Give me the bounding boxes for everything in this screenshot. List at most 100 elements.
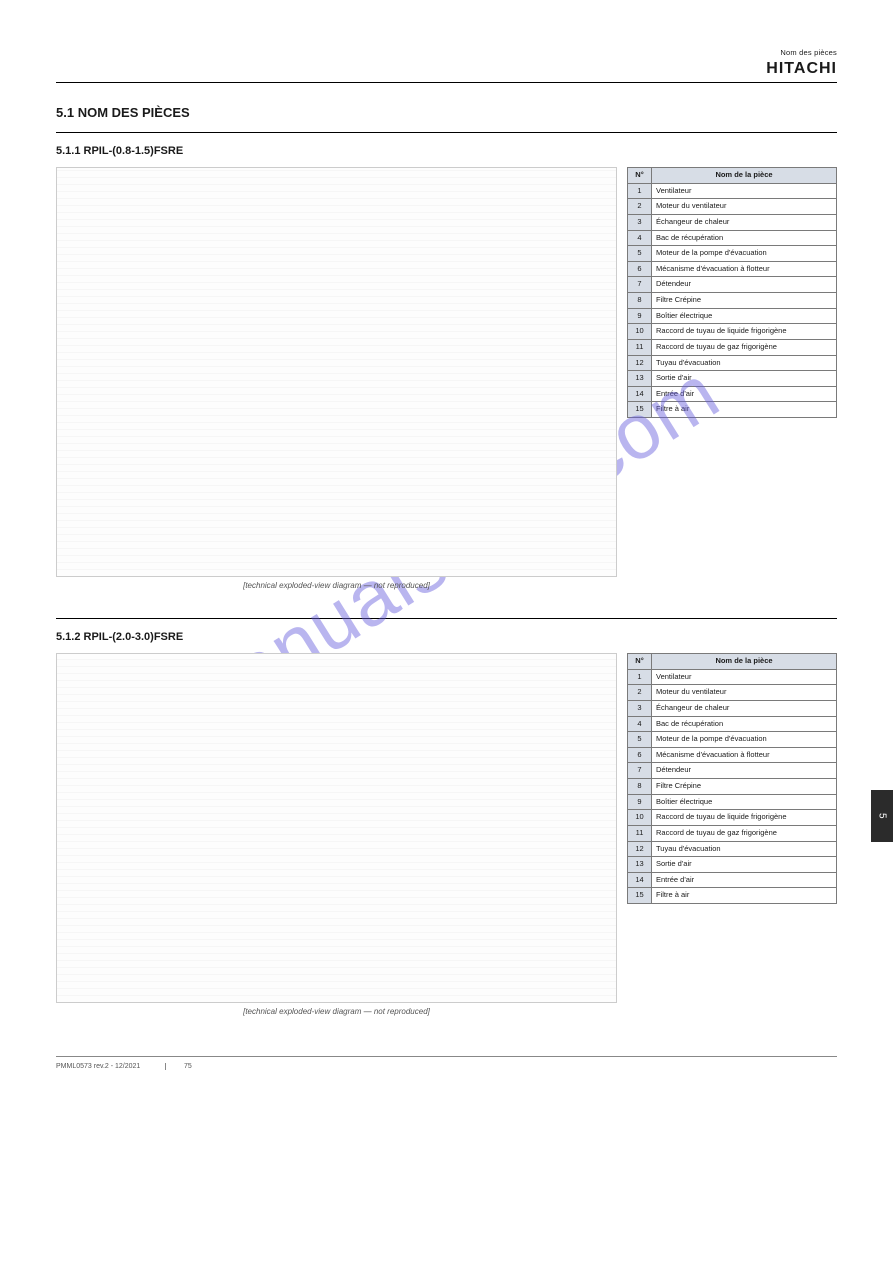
part-name-cell: Détendeur <box>652 763 837 779</box>
table-row: 1Ventilateur <box>628 183 837 199</box>
parts-tbody-1: 1Ventilateur2Moteur du ventilateur3Échan… <box>628 183 837 417</box>
part-name-cell: Filtre Crépine <box>652 779 837 795</box>
brand-logo: HITACHI <box>56 60 837 83</box>
part-name-cell: Raccord de tuyau de liquide frigorigène <box>652 810 837 826</box>
part-name-cell: Sortie d'air <box>652 857 837 873</box>
table-row: 14Entrée d'air <box>628 872 837 888</box>
part-name-cell: Filtre Crépine <box>652 293 837 309</box>
subsection-2-text: RPIL-(2.0-3.0)FSRE <box>84 631 184 643</box>
part-name-cell: Moteur du ventilateur <box>652 685 837 701</box>
part-name-cell: Raccord de tuyau de gaz frigorigène <box>652 825 837 841</box>
part-number-cell: 3 <box>628 700 652 716</box>
section-number: 5.1 <box>56 105 74 120</box>
subsection-1-title: 5.1.1 RPIL-(0.8-1.5)FSRE <box>56 145 837 157</box>
table-row: 5Moteur de la pompe d'évacuation <box>628 732 837 748</box>
table-row: 5Moteur de la pompe d'évacuation <box>628 246 837 262</box>
part-name-cell: Entrée d'air <box>652 386 837 402</box>
part-name-cell: Ventilateur <box>652 183 837 199</box>
part-name-cell: Mécanisme d'évacuation à flotteur <box>652 747 837 763</box>
part-name-cell: Filtre à air <box>652 888 837 904</box>
parts-th-name: Nom de la pièce <box>652 168 837 184</box>
table-row: 3Échangeur de chaleur <box>628 214 837 230</box>
table-row: 10Raccord de tuyau de liquide frigorigèn… <box>628 324 837 340</box>
table-row: 13Sortie d'air <box>628 857 837 873</box>
part-number-cell: 15 <box>628 402 652 418</box>
part-name-cell: Raccord de tuyau de liquide frigorigène <box>652 324 837 340</box>
part-name-cell: Boîtier électrique <box>652 308 837 324</box>
part-number-cell: 6 <box>628 747 652 763</box>
table-row: 15Filtre à air <box>628 888 837 904</box>
part-name-cell: Boîtier électrique <box>652 794 837 810</box>
part-number-cell: 9 <box>628 794 652 810</box>
table-row: 4Bac de récupération <box>628 716 837 732</box>
part-name-cell: Filtre à air <box>652 402 837 418</box>
parts-table-1: N° Nom de la pièce 1Ventilateur2Moteur d… <box>627 167 837 418</box>
part-name-cell: Détendeur <box>652 277 837 293</box>
table-row: 3Échangeur de chaleur <box>628 700 837 716</box>
table-row: 8Filtre Crépine <box>628 779 837 795</box>
part-name-cell: Mécanisme d'évacuation à flotteur <box>652 261 837 277</box>
part-number-cell: 14 <box>628 386 652 402</box>
parts-th-num-2: N° <box>628 654 652 670</box>
parts-tbody-2: 1Ventilateur2Moteur du ventilateur3Échan… <box>628 669 837 903</box>
table-row: 12Tuyau d'évacuation <box>628 841 837 857</box>
part-name-cell: Ventilateur <box>652 669 837 685</box>
part-number-cell: 12 <box>628 355 652 371</box>
part-name-cell: Tuyau d'évacuation <box>652 355 837 371</box>
table-row: 14Entrée d'air <box>628 386 837 402</box>
table-row: 6Mécanisme d'évacuation à flotteur <box>628 747 837 763</box>
subsection-1-text: RPIL-(0.8-1.5)FSRE <box>84 145 184 157</box>
part-number-cell: 15 <box>628 888 652 904</box>
section-text: NOM DES PIÈCES <box>78 105 190 120</box>
parts-th-name-2: Nom de la pièce <box>652 654 837 670</box>
part-name-cell: Tuyau d'évacuation <box>652 841 837 857</box>
table-row: 13Sortie d'air <box>628 371 837 387</box>
table-row: 12Tuyau d'évacuation <box>628 355 837 371</box>
part-name-cell: Sortie d'air <box>652 371 837 387</box>
diagram-1-caption: [technical exploded-view diagram — not r… <box>56 581 617 590</box>
part-number-cell: 5 <box>628 246 652 262</box>
part-number-cell: 3 <box>628 214 652 230</box>
side-tab: 5 <box>871 790 893 842</box>
part-name-cell: Raccord de tuyau de gaz frigorigène <box>652 339 837 355</box>
footer-doc-ref: PMML0573 rev.2 - 12/2021 <box>56 1063 166 1070</box>
part-number-cell: 7 <box>628 277 652 293</box>
block-1: [technical exploded-view diagram — not r… <box>56 167 837 590</box>
part-number-cell: 13 <box>628 857 652 873</box>
part-number-cell: 13 <box>628 371 652 387</box>
part-number-cell: 4 <box>628 716 652 732</box>
table-row: 2Moteur du ventilateur <box>628 685 837 701</box>
part-number-cell: 8 <box>628 779 652 795</box>
part-number-cell: 10 <box>628 810 652 826</box>
diagram-2-caption: [technical exploded-view diagram — not r… <box>56 1007 617 1016</box>
table-row: 4Bac de récupération <box>628 230 837 246</box>
part-number-cell: 5 <box>628 732 652 748</box>
diagram-2-placeholder <box>56 653 617 1003</box>
table-row: 11Raccord de tuyau de gaz frigorigène <box>628 825 837 841</box>
part-name-cell: Entrée d'air <box>652 872 837 888</box>
table-row: 9Boîtier électrique <box>628 794 837 810</box>
part-number-cell: 14 <box>628 872 652 888</box>
subsection-divider <box>56 618 837 619</box>
table-row: 7Détendeur <box>628 763 837 779</box>
part-number-cell: 11 <box>628 339 652 355</box>
part-name-cell: Échangeur de chaleur <box>652 214 837 230</box>
parts-table-2: N° Nom de la pièce 1Ventilateur2Moteur d… <box>627 653 837 904</box>
section-rule <box>56 132 837 133</box>
diagram-2: [technical exploded-view diagram — not r… <box>56 653 617 1016</box>
part-number-cell: 6 <box>628 261 652 277</box>
running-title: Nom des pièces <box>56 48 837 57</box>
table-row: 2Moteur du ventilateur <box>628 199 837 215</box>
parts-th-num: N° <box>628 168 652 184</box>
part-number-cell: 4 <box>628 230 652 246</box>
part-name-cell: Moteur de la pompe d'évacuation <box>652 246 837 262</box>
part-number-cell: 7 <box>628 763 652 779</box>
part-number-cell: 1 <box>628 183 652 199</box>
footer: PMML0573 rev.2 - 12/2021 75 <box>56 1056 837 1070</box>
subsection-1-number: 5.1.1 <box>56 145 80 157</box>
diagram-1-placeholder <box>56 167 617 577</box>
table-row: 9Boîtier électrique <box>628 308 837 324</box>
part-name-cell: Bac de récupération <box>652 230 837 246</box>
part-name-cell: Bac de récupération <box>652 716 837 732</box>
part-number-cell: 10 <box>628 324 652 340</box>
